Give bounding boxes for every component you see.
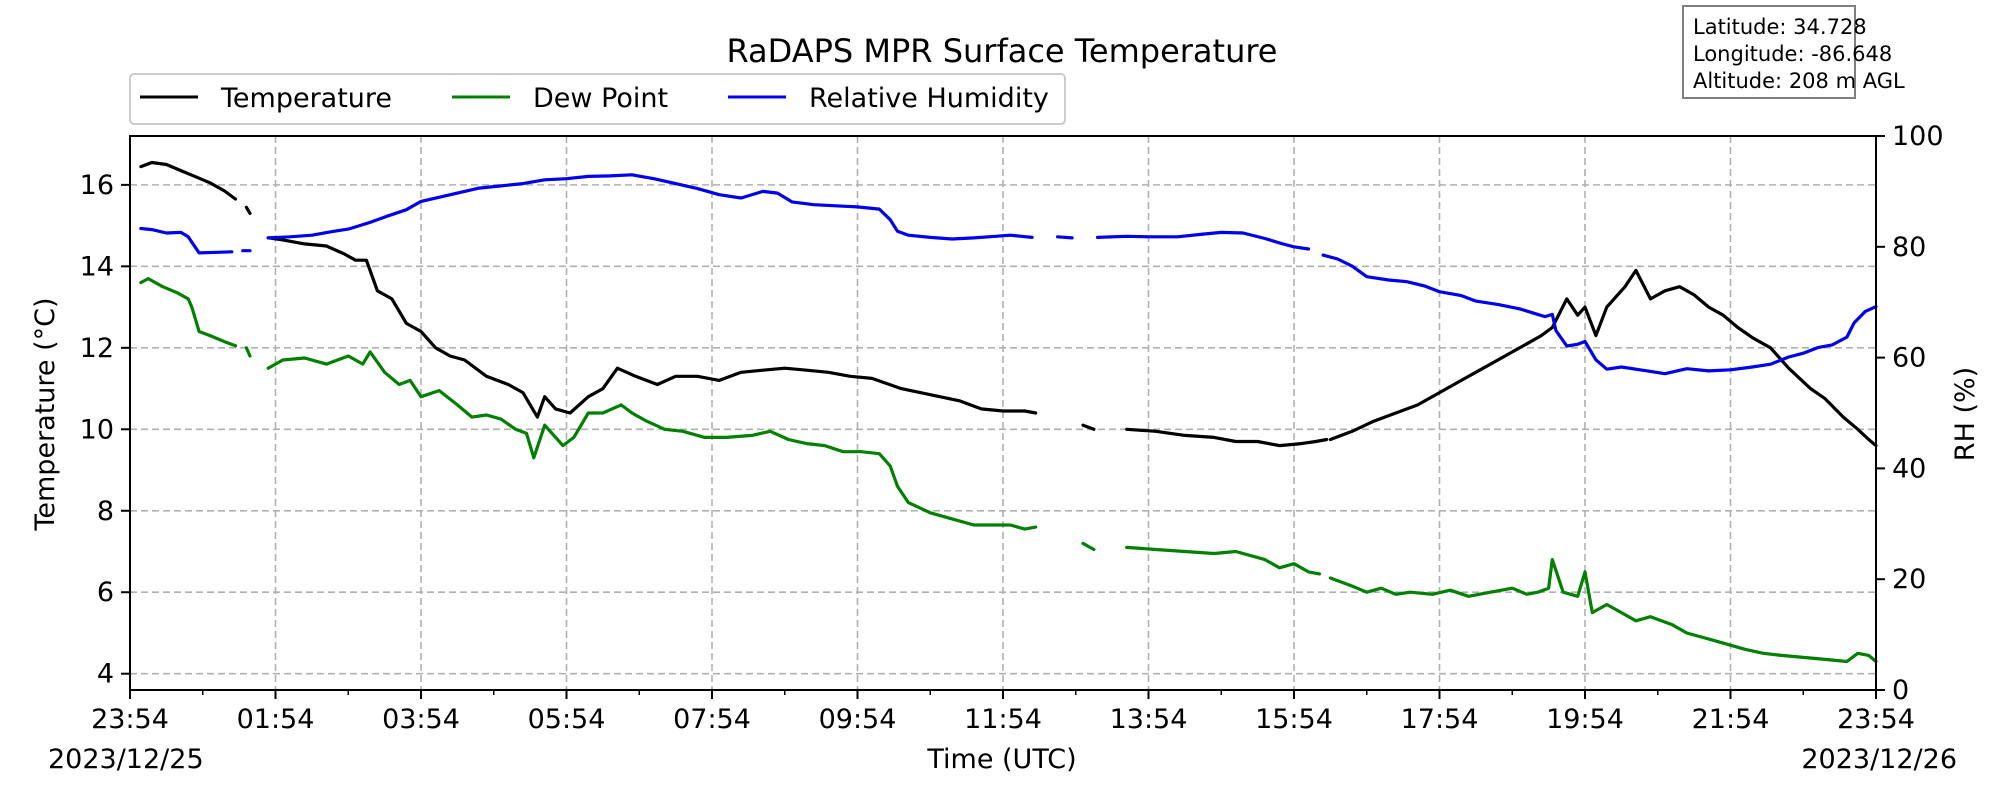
x-tick-label: 05:54 [528, 704, 606, 735]
x-tick-label: 11:54 [964, 704, 1042, 735]
y2-tick-label: 20 [1892, 564, 1926, 595]
y-axis-label: Temperature (°C) [30, 297, 61, 531]
y2-tick-label: 80 [1892, 232, 1926, 263]
location-info-box: Latitude: 34.728 Longitude: -86.648 Alti… [1682, 5, 1905, 99]
x-tick-label: 03:54 [382, 704, 460, 735]
altitude-text: Altitude: 208 m AGL [1693, 69, 1905, 93]
x-tick-label: 21:54 [1692, 704, 1770, 735]
y2-tick-label: 40 [1892, 453, 1926, 484]
y-tick-label: 4 [97, 659, 114, 690]
series-layer [139, 160, 1878, 664]
legend-label-relative-humidity: Relative Humidity [809, 83, 1049, 114]
x-tick-label: 19:54 [1546, 704, 1624, 735]
y-tick-label: 10 [80, 414, 114, 445]
x-start-date: 2023/12/25 [48, 744, 204, 775]
ticks: 23:54 01:54 03:54 05:54 07:54 09:54 11:54 13:54… [80, 121, 1944, 735]
longitude-text: Longitude: -86.648 [1693, 42, 1893, 66]
y-tick-label: 8 [97, 496, 114, 527]
x-tick-label: 07:54 [673, 704, 751, 735]
y2-tick-label: 60 [1892, 343, 1926, 374]
y2-tick-label: 100 [1892, 121, 1944, 152]
x-tick-label: 15:54 [1255, 704, 1333, 735]
series-line-dew-point [139, 277, 1878, 664]
x-tick-label: 23:54 [91, 704, 169, 735]
x-axis-label: Time (UTC) [926, 744, 1076, 775]
x-tick-label: 01:54 [237, 704, 315, 735]
y-tick-label: 16 [80, 170, 114, 201]
latitude-text: Latitude: 34.728 [1693, 15, 1867, 39]
x-tick-label: 23:54 [1837, 704, 1915, 735]
legend: Temperature Dew Point Relative Humidity [129, 73, 1066, 125]
legend-label-temperature: Temperature [220, 83, 392, 114]
legend-label-dew-point: Dew Point [533, 83, 668, 114]
x-tick-label: 13:54 [1110, 704, 1188, 735]
series-line-temperature [139, 160, 1878, 448]
series-line-relative-humidity [139, 173, 1878, 376]
x-tick-label: 09:54 [819, 704, 897, 735]
y-tick-label: 12 [80, 333, 114, 364]
y-tick-label: 6 [97, 577, 114, 608]
chart-title: RaDAPS MPR Surface Temperature [727, 32, 1278, 70]
y2-tick-label: 0 [1892, 675, 1909, 706]
legend-frame [129, 73, 1066, 125]
y2-axis-label: RH (%) [1950, 367, 1981, 461]
x-tick-label: 17:54 [1401, 704, 1479, 735]
x-end-date: 2023/12/26 [1801, 744, 1957, 775]
grid [130, 136, 1876, 690]
y-tick-label: 14 [80, 251, 114, 282]
